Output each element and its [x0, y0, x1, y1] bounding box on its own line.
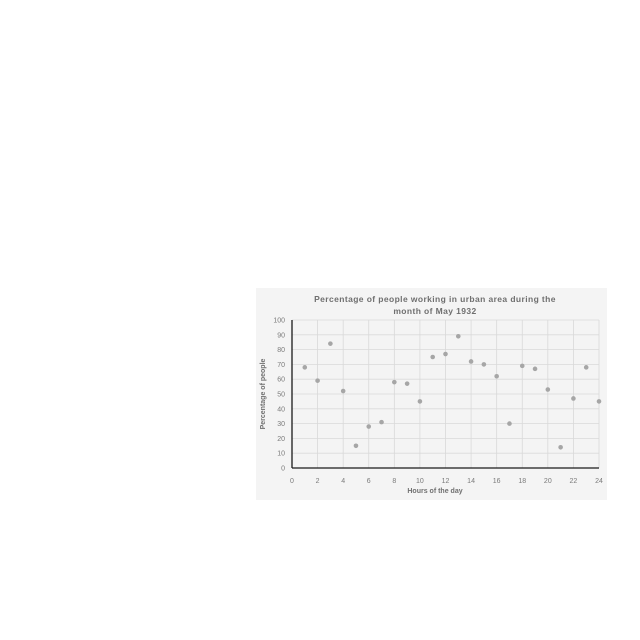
y-tick-label: 70 — [277, 362, 285, 369]
y-tick-label: 40 — [277, 406, 285, 413]
y-tick-label: 100 — [273, 318, 285, 325]
data-point — [328, 341, 333, 346]
y-axis-title: Percentage of people — [260, 358, 267, 429]
data-point — [455, 333, 461, 339]
data-point — [366, 424, 372, 429]
data-point — [558, 444, 563, 450]
chart-title-line-1: Percentage of people working in urban ar… — [314, 294, 556, 304]
data-point — [340, 388, 346, 394]
y-tick-label: 0 — [281, 466, 285, 473]
scatter-chart: 0 10 20 30 40 50 60 70 80 90 100 0 2 4 6 8 10 12 14 16 18 20 2… — [256, 288, 607, 500]
data-point — [404, 381, 410, 386]
data-point — [417, 399, 423, 404]
x-tick-label: 2 — [316, 478, 320, 485]
gridlines — [292, 319, 600, 468]
x-tick-label: 12 — [442, 478, 450, 485]
data-point — [302, 365, 308, 370]
data-points — [302, 333, 602, 450]
data-point — [507, 421, 512, 426]
axes — [291, 320, 599, 469]
data-point — [532, 366, 538, 372]
x-axis-title: Hours of the day — [407, 488, 462, 495]
data-point — [596, 399, 602, 404]
data-point — [481, 362, 487, 367]
x-tick-label: 18 — [518, 478, 526, 485]
data-point — [519, 363, 525, 369]
data-point — [430, 354, 436, 360]
x-tick-label: 22 — [570, 478, 578, 485]
x-tick-label: 14 — [467, 478, 475, 485]
data-point — [443, 351, 448, 357]
data-point — [494, 373, 499, 379]
x-tick-label: 24 — [595, 478, 603, 485]
y-tick-label: 20 — [277, 436, 285, 443]
y-tick-label: 10 — [277, 451, 285, 458]
data-point — [583, 365, 589, 370]
y-tick-label: 30 — [277, 421, 285, 428]
data-point — [315, 378, 320, 383]
y-tick-label: 50 — [277, 392, 285, 399]
x-tick-label: 0 — [290, 478, 294, 485]
x-tick-label: 10 — [416, 478, 424, 485]
y-tick-label: 90 — [277, 332, 285, 339]
x-tick-label: 16 — [493, 478, 501, 485]
data-point — [392, 379, 397, 385]
data-point — [379, 419, 384, 425]
x-tick-label: 8 — [392, 478, 396, 485]
x-tick-label: 20 — [544, 478, 552, 485]
data-point — [571, 396, 576, 401]
chart-title-line-2: month of May 1932 — [393, 306, 476, 316]
data-point — [353, 443, 359, 449]
data-point — [468, 359, 474, 364]
data-point — [545, 387, 551, 392]
x-tick-label: 6 — [367, 478, 371, 485]
y-tick-label: 60 — [277, 377, 285, 384]
y-tick-label: 80 — [277, 347, 285, 354]
x-tick-label: 4 — [341, 478, 345, 485]
